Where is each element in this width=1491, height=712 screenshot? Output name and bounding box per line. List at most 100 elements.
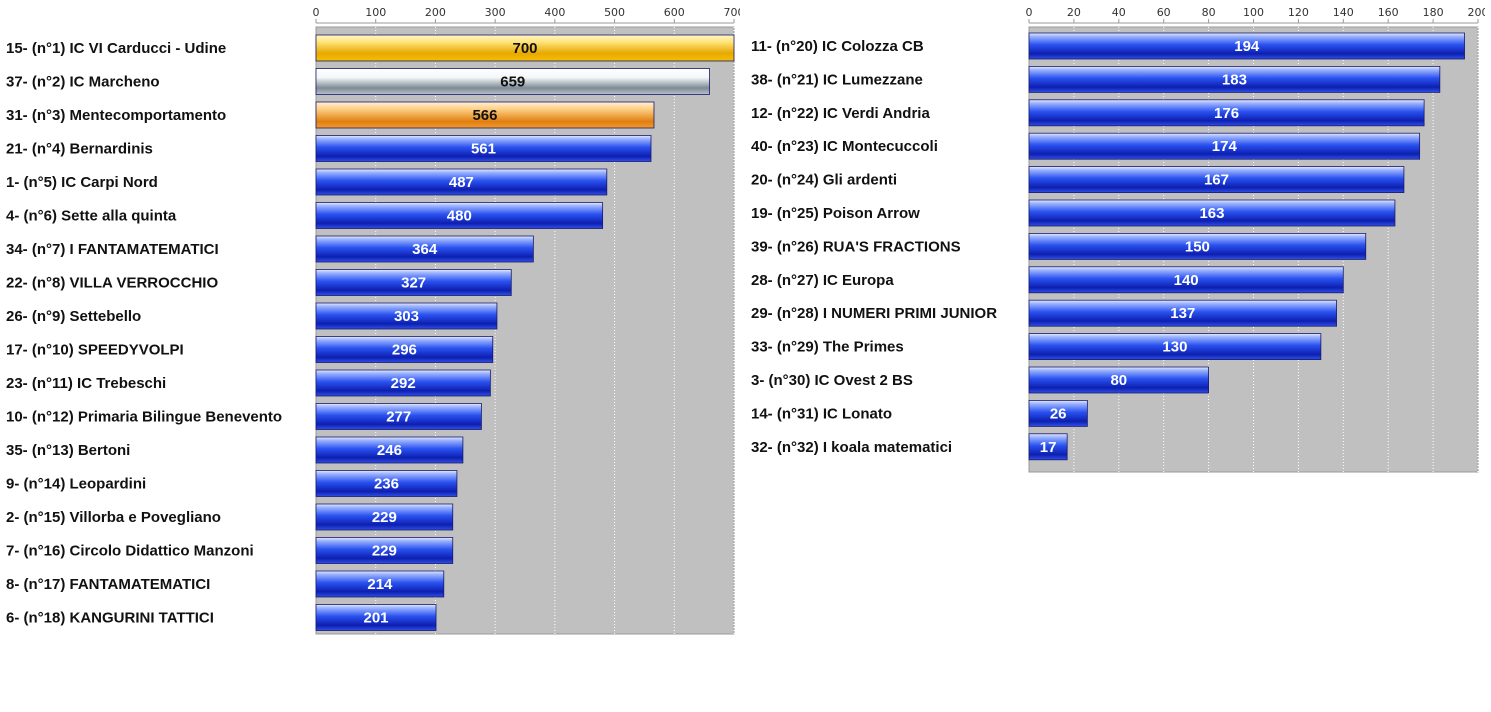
bar-value-label: 229: [372, 509, 397, 526]
ranking-chart-left-svg: 0 100 200 300 400 500 600 700 15- (n°1) IC VI Ca…: [6, 6, 741, 635]
category-label: 19- (n°25) Poison Arrow: [751, 205, 920, 222]
category-label: 10- (n°12) Primaria Bilingue Benevento: [6, 409, 282, 426]
category-label: 21- (n°4) Bernardinis: [6, 141, 153, 158]
bar-value-label: 194: [1234, 38, 1260, 55]
category-label: 31- (n°3) Mentecomportamento: [6, 107, 226, 124]
category-label: 17- (n°10) SPEEDYVOLPI: [6, 342, 184, 359]
bar-value-label: 150: [1185, 238, 1210, 255]
bar-value-label: 700: [512, 40, 537, 57]
bar: [1028, 366, 1210, 394]
x-tick-label: 20: [1067, 6, 1081, 19]
bar: [1028, 166, 1405, 194]
x-tick-label: 200: [1468, 6, 1486, 19]
category-label: 9- (n°14) Leopardini: [6, 476, 146, 493]
x-tick-label: 120: [1288, 6, 1309, 19]
category-label: 28- (n°27) IC Europa: [751, 272, 894, 289]
category-label: 7- (n°16) Circolo Didattico Manzoni: [6, 543, 254, 560]
bar: [1028, 232, 1367, 260]
bar-value-label: 130: [1162, 339, 1187, 356]
category-label: 22- (n°8) VILLA VERROCCHIO: [6, 275, 218, 292]
bar-value-label: 480: [447, 208, 472, 225]
bar: [315, 570, 445, 598]
bar-value-label: 296: [392, 342, 417, 359]
bar-value-label: 246: [377, 442, 402, 459]
bar: [315, 168, 608, 196]
bar: [315, 436, 464, 464]
bar-value-label: 183: [1222, 71, 1247, 88]
category-label: 2- (n°15) Villorba e Povegliano: [6, 509, 221, 526]
category-label: 4- (n°6) Sette alla quinta: [6, 208, 177, 225]
x-tick-label: 200: [425, 6, 446, 19]
bar: [315, 369, 491, 397]
category-label: 40- (n°23) IC Montecuccoli: [751, 138, 938, 155]
category-label: 39- (n°26) RUA'S FRACTIONS: [751, 238, 961, 255]
category-label: 29- (n°28) I NUMERI PRIMI JUNIOR: [751, 305, 997, 322]
bar: [1028, 99, 1425, 127]
bar-value-label: 17: [1040, 439, 1057, 456]
bar-value-label: 561: [471, 141, 496, 158]
x-tick-label: 100: [365, 6, 386, 19]
category-label: 8- (n°17) FANTAMATEMATICI: [6, 576, 210, 593]
x-tick-label: 140: [1333, 6, 1354, 19]
bar-value-label: 364: [412, 241, 438, 258]
bar: [1028, 299, 1337, 327]
category-label: 26- (n°9) Settebello: [6, 308, 141, 325]
bar: [315, 537, 454, 564]
x-tick-label: 40: [1112, 6, 1126, 19]
category-label: 37- (n°2) IC Marcheno: [6, 74, 160, 91]
bar: [315, 235, 534, 263]
x-tick-label: 180: [1423, 6, 1444, 19]
bar-value-label: 659: [500, 74, 525, 91]
bar: [315, 403, 482, 430]
category-label: 34- (n°7) I FANTAMATEMATICI: [6, 241, 219, 258]
bar-value-label: 174: [1212, 138, 1238, 155]
bar-value-label: 176: [1214, 105, 1239, 122]
bar-value-label: 487: [449, 174, 474, 191]
x-tick-label: 0: [313, 6, 320, 19]
bar: [315, 470, 458, 497]
bar: [1028, 132, 1421, 160]
bar-value-label: 140: [1174, 272, 1199, 289]
bar-value-label: 163: [1199, 205, 1224, 222]
bar: [315, 302, 498, 330]
x-tick-label: 60: [1157, 6, 1171, 19]
x-tick-label: 700: [724, 6, 741, 19]
bar-value-label: 201: [363, 610, 388, 627]
bar: [1028, 266, 1344, 294]
x-tick-label: 300: [485, 6, 506, 19]
x-tick-label: 100: [1243, 6, 1264, 19]
bar-value-label: 137: [1170, 305, 1195, 322]
bar: [1028, 32, 1465, 60]
bar-value-label: 80: [1110, 372, 1127, 389]
bar-value-label: 214: [367, 576, 393, 593]
category-label: 35- (n°13) Bertoni: [6, 442, 130, 459]
bar: [315, 34, 735, 62]
bar-value-label: 277: [386, 409, 411, 426]
bar: [315, 503, 454, 531]
bar-value-label: 26: [1050, 405, 1067, 422]
bar: [1028, 433, 1068, 461]
bar-value-label: 303: [394, 308, 419, 325]
bar-value-label: 167: [1204, 172, 1229, 189]
ranking-chart-right-svg: 0 20 40 60 80 100 120 140 160 180 200 11- (n°20) IC…: [751, 6, 1486, 473]
category-label: 20- (n°24) Gli ardenti: [751, 172, 897, 189]
bar-value-label: 327: [401, 275, 426, 292]
x-tick-label: 160: [1378, 6, 1399, 19]
bar: [315, 135, 652, 162]
bar-value-label: 236: [374, 476, 399, 493]
bar: [1028, 66, 1441, 93]
bar: [1028, 399, 1088, 427]
category-label: 38- (n°21) IC Lumezzane: [751, 71, 923, 88]
x-tick-label: 400: [544, 6, 565, 19]
bar: [315, 604, 437, 631]
ranking-chart-right: 0 20 40 60 80 100 120 140 160 180 200 11- (n°20) IC…: [745, 0, 1485, 480]
bar-value-label: 566: [472, 107, 497, 124]
category-label: 14- (n°31) IC Lonato: [751, 405, 892, 422]
x-tick-label: 0: [1026, 6, 1033, 19]
bar-value-label: 292: [391, 375, 416, 392]
x-tick-label: 500: [604, 6, 625, 19]
category-label: 23- (n°11) IC Trebeschi: [6, 375, 166, 392]
category-label: 15- (n°1) IC VI Carducci - Udine: [6, 40, 226, 57]
bar: [315, 336, 494, 363]
bar: [1028, 333, 1322, 361]
